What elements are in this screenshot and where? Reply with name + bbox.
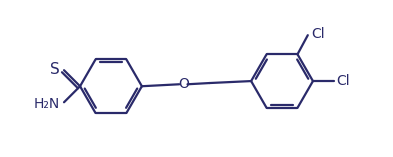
Text: O: O bbox=[178, 77, 189, 91]
Text: S: S bbox=[50, 62, 60, 77]
Text: Cl: Cl bbox=[311, 27, 325, 41]
Text: Cl: Cl bbox=[337, 74, 350, 88]
Text: H₂N: H₂N bbox=[34, 97, 60, 111]
